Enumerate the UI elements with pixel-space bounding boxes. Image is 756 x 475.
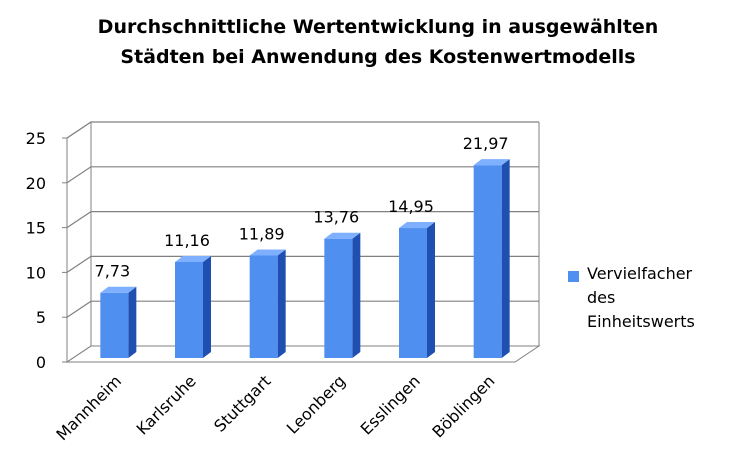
x-tick-label: Böblingen bbox=[428, 371, 498, 441]
y-tick-label: 5 bbox=[36, 308, 46, 327]
y-tick-label: 15 bbox=[26, 219, 46, 238]
bar-top bbox=[100, 286, 137, 293]
y-tick-label: 0 bbox=[36, 353, 46, 372]
data-label: 11,89 bbox=[239, 224, 285, 243]
data-label: 14,95 bbox=[388, 197, 434, 216]
gridline bbox=[66, 121, 539, 139]
bar bbox=[324, 238, 353, 358]
bar-side bbox=[203, 256, 211, 358]
data-label: 13,76 bbox=[313, 208, 359, 227]
gridline bbox=[66, 211, 539, 229]
gridline bbox=[66, 166, 539, 184]
bar-top bbox=[249, 249, 286, 256]
data-label: 7,73 bbox=[95, 262, 131, 281]
gridline bbox=[66, 255, 539, 273]
legend: Vervielfacher des Einheitswerts bbox=[568, 262, 717, 334]
chart-floor bbox=[65, 345, 541, 363]
chart-title: Durchschnittliche Wertentwicklung in aus… bbox=[0, 12, 756, 72]
side-wall bbox=[66, 121, 92, 363]
bar-side bbox=[427, 222, 435, 358]
chart-title-line-2: Städten bei Anwendung des Kostenwertmode… bbox=[120, 46, 636, 68]
bar bbox=[473, 165, 502, 358]
legend-swatch bbox=[568, 271, 579, 282]
bar-side bbox=[501, 159, 510, 358]
data-label: 21,97 bbox=[463, 134, 509, 153]
y-tick-label: 20 bbox=[26, 174, 46, 193]
y-tick-label: 10 bbox=[26, 263, 46, 282]
bar bbox=[175, 262, 203, 358]
x-tick-label: Stuttgart bbox=[210, 371, 274, 435]
y-tick-label: 25 bbox=[26, 129, 46, 148]
bar bbox=[399, 228, 427, 358]
bar-side bbox=[128, 286, 137, 358]
chart-title-line-1: Durchschnittliche Wertentwicklung in aus… bbox=[97, 16, 659, 38]
x-tick-label: Karlsruhe bbox=[133, 371, 200, 438]
bar-top bbox=[399, 222, 435, 229]
bar bbox=[100, 292, 129, 358]
bar-side bbox=[277, 249, 286, 358]
bar-side bbox=[352, 232, 361, 358]
data-label: 11,16 bbox=[164, 231, 210, 250]
bar-top bbox=[175, 256, 211, 263]
x-tick-label: Leonberg bbox=[283, 371, 349, 437]
bar-top bbox=[324, 232, 361, 239]
bar-top bbox=[473, 159, 510, 166]
gridline bbox=[66, 300, 539, 318]
legend-label: Vervielfacher des Einheitswerts bbox=[587, 264, 695, 331]
x-tick-label: Mannheim bbox=[52, 371, 125, 444]
x-tick-label: Esslingen bbox=[357, 371, 424, 438]
bar bbox=[249, 255, 278, 358]
